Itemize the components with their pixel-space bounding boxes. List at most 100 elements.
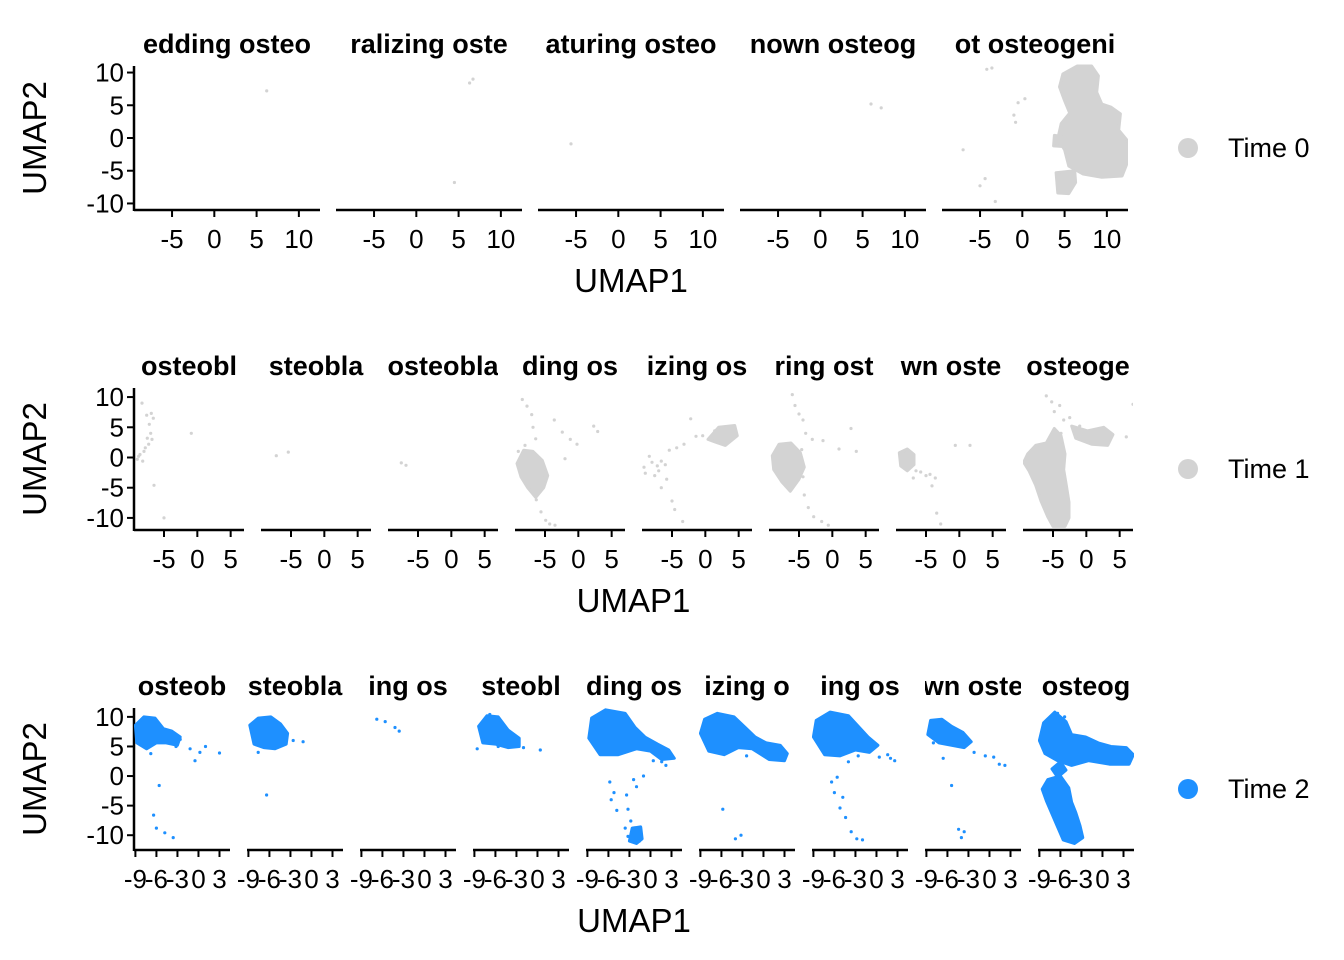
cell-point	[950, 783, 954, 788]
x-tick-label: 0	[571, 544, 585, 574]
x-tick-label: -9	[689, 864, 712, 894]
cell-point	[145, 436, 149, 440]
cell-point	[140, 401, 144, 405]
cell-point	[516, 449, 520, 453]
cell-point	[959, 836, 964, 840]
cell-point	[962, 830, 966, 834]
panel-points	[375, 717, 401, 733]
cell-point	[637, 839, 641, 843]
legend-key	[1178, 138, 1198, 158]
cell-cluster	[515, 448, 550, 499]
cell-point	[575, 442, 579, 446]
cell-point	[633, 838, 637, 842]
y-axis-title: UMAP2	[16, 402, 53, 516]
cell-cluster	[770, 441, 806, 493]
cell-point	[879, 106, 883, 110]
cell-point	[142, 449, 146, 453]
cell-point	[198, 750, 202, 755]
cell-point	[801, 418, 805, 422]
cell-point	[745, 754, 749, 758]
cell-point	[149, 431, 153, 435]
cell-point	[468, 81, 472, 85]
cell-point	[530, 413, 534, 417]
x-tick-label: 3	[777, 864, 791, 894]
cell-point	[154, 826, 158, 830]
cell-point	[797, 412, 801, 416]
panel-title: ding os	[586, 671, 682, 701]
panel-title: ralizing oste	[350, 29, 508, 59]
cell-point	[869, 102, 873, 106]
cell-point	[643, 471, 647, 475]
cell-point	[152, 813, 156, 817]
cell-point	[301, 740, 305, 744]
legend-key	[1178, 779, 1198, 799]
cell-point	[978, 184, 982, 188]
cell-point	[1124, 761, 1128, 765]
x-tick-label: 5	[477, 544, 491, 574]
cell-point	[660, 760, 664, 764]
cell-point	[911, 476, 915, 480]
facet-panel: ot osteogeni -5 0 5 10	[942, 29, 1128, 254]
facet-panel: ding os -9-6-3 0 3	[576, 671, 682, 894]
cell-cluster	[1056, 64, 1128, 179]
cell-point	[1014, 120, 1018, 124]
x-tick-label: 0	[1095, 864, 1109, 894]
panel-points	[1038, 710, 1134, 845]
facet-panel: steobla -9-6-3 0 3	[237, 671, 343, 894]
facet-panel: ralizing oste -5 0 5 10	[336, 29, 522, 254]
cell-point	[568, 437, 572, 441]
cell-point	[189, 431, 193, 435]
cell-cluster	[1040, 774, 1085, 845]
panel-title: wn oste	[922, 671, 1024, 701]
cell-point	[1078, 424, 1082, 428]
cell-point	[939, 522, 943, 526]
x-tick-label: -6	[145, 864, 168, 894]
cell-point	[713, 429, 717, 433]
facet-panel: osteob -9-6-3 0 3	[124, 671, 230, 894]
x-tick-label: 3	[438, 864, 452, 894]
cell-cluster	[134, 715, 182, 751]
facet-panel: wn oste -5 0 5	[896, 351, 1006, 574]
x-tick-label: -9	[1028, 864, 1051, 894]
cell-point	[152, 483, 156, 487]
facet-panel: osteoge -5 0 5	[1023, 351, 1133, 574]
cell-point	[147, 422, 151, 426]
x-tick-label: 3	[551, 864, 565, 894]
cell-point	[1059, 431, 1063, 435]
cell-point	[507, 741, 511, 745]
x-axis-title: UMAP1	[577, 902, 691, 939]
cell-point	[899, 455, 903, 460]
cell-point	[675, 446, 679, 450]
cell-point	[393, 725, 397, 730]
x-tick-label: -6	[484, 864, 507, 894]
facet-panel: osteobl -5 0 5	[134, 351, 244, 574]
cell-cluster	[477, 714, 521, 750]
cell-point	[632, 778, 636, 782]
cell-point	[838, 806, 842, 810]
cell-point	[667, 756, 671, 760]
x-tick-label: 0	[611, 224, 625, 254]
cell-point	[893, 759, 897, 763]
cell-point	[642, 465, 646, 469]
cell-point	[826, 523, 830, 527]
cell-cluster	[897, 447, 916, 473]
cell-point	[539, 510, 543, 514]
cell-point	[286, 450, 290, 454]
cell-point	[135, 457, 139, 461]
legend-label: Time 0	[1228, 133, 1310, 163]
cell-point	[664, 763, 668, 768]
panel-points	[961, 64, 1128, 204]
cell-point	[903, 461, 907, 466]
cell-point	[623, 826, 627, 830]
y-tick-label: -10	[86, 188, 124, 218]
x-tick-label: -3	[392, 864, 415, 894]
cell-point	[733, 837, 738, 841]
cell-point	[1016, 101, 1020, 105]
cell-point	[717, 436, 721, 440]
cell-point	[1068, 416, 1072, 420]
cell-point	[941, 756, 945, 760]
cell-point	[609, 798, 613, 802]
cell-point	[1035, 447, 1039, 451]
x-tick-label: 10	[1092, 224, 1121, 254]
